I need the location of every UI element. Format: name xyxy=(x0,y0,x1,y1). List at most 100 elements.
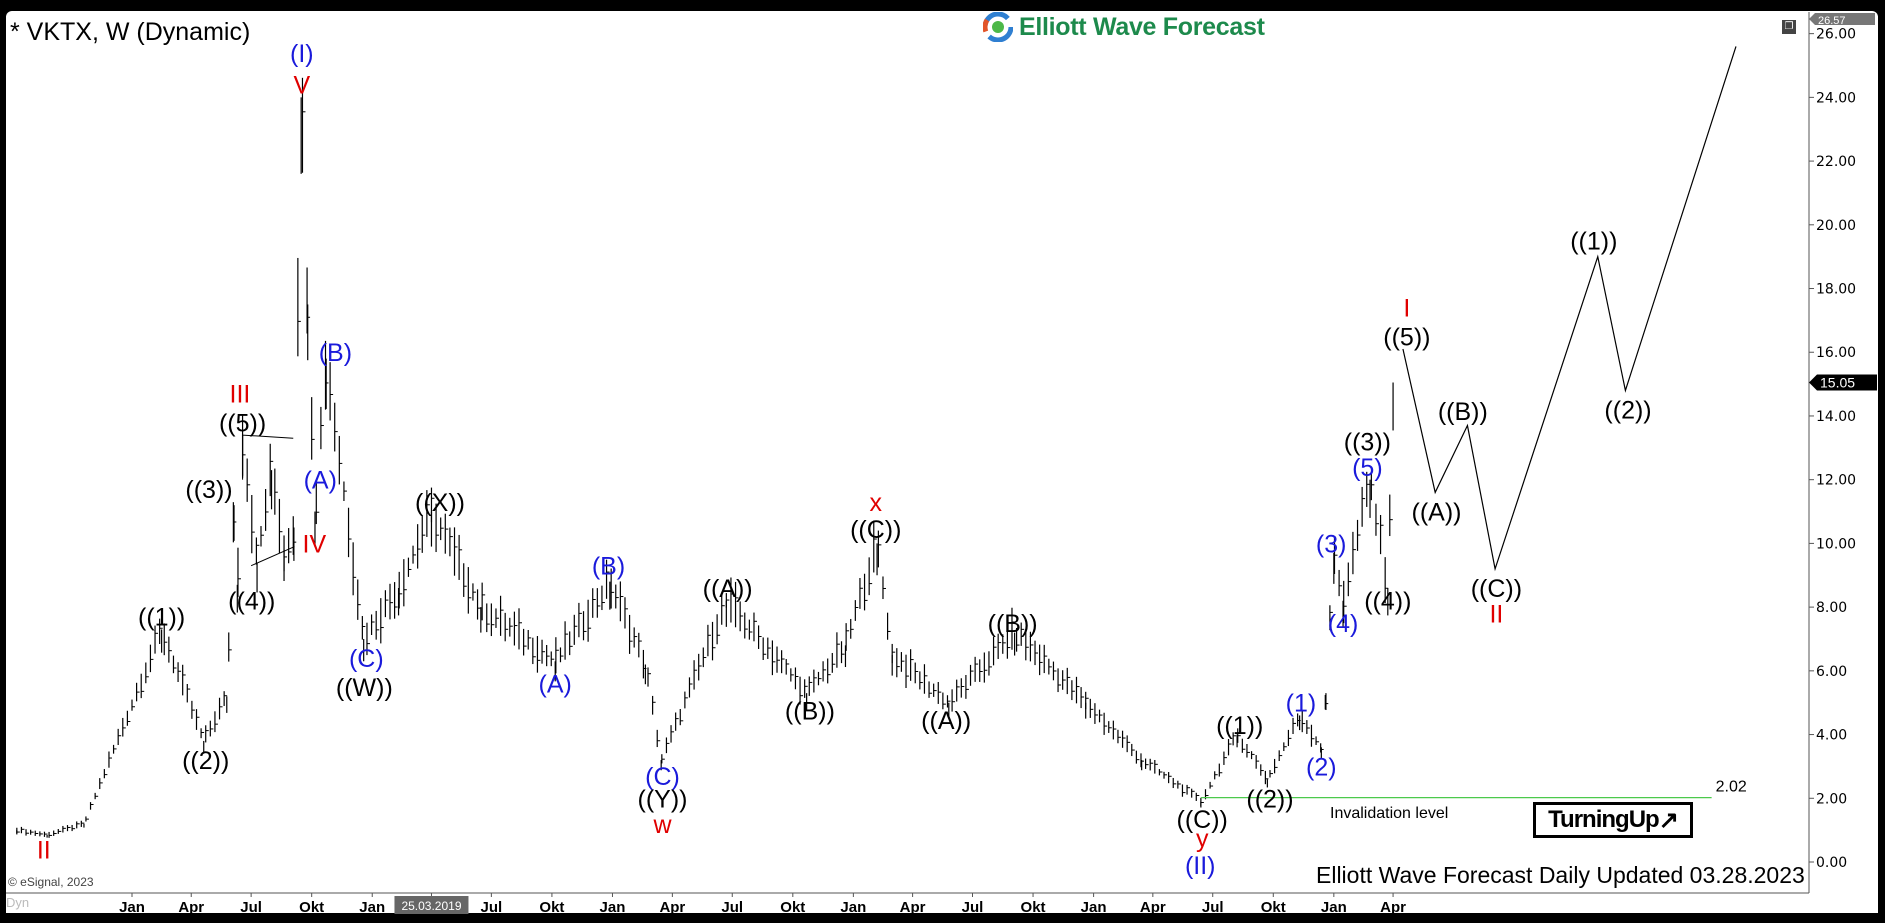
wave-label: ((A)) xyxy=(921,707,971,735)
wave-label: ((2)) xyxy=(1246,785,1293,813)
copyright-text: © eSignal, 2023 xyxy=(8,875,94,889)
wave-label: y xyxy=(1196,825,1209,853)
wave-label: ((B)) xyxy=(1438,398,1488,426)
x-tick-label: Okt xyxy=(539,899,564,916)
wave-label: ((4)) xyxy=(1364,588,1411,616)
wave-label: ((1)) xyxy=(138,604,185,632)
y-tick-label: 2.00 xyxy=(1816,791,1847,807)
wave-label: ((2)) xyxy=(182,747,229,775)
wave-label: ((5)) xyxy=(1383,323,1430,351)
wave-label: ((A)) xyxy=(1412,499,1462,527)
x-tick-label: Okt xyxy=(299,899,324,916)
restore-window-icon[interactable]: ❐ xyxy=(1782,20,1796,34)
logo-icon xyxy=(983,12,1013,42)
x-tick-label: Jan xyxy=(1081,899,1107,916)
y-tick-label: 14.00 xyxy=(1816,409,1856,425)
wave-label: (1) xyxy=(1286,690,1317,718)
wave-label: (A) xyxy=(539,671,572,699)
wave-label: IV xyxy=(303,530,327,558)
dyn-toggle[interactable]: Dyn xyxy=(6,895,30,910)
wave-label: ((C)) xyxy=(1177,806,1228,834)
y-tick-label: 4.00 xyxy=(1816,728,1847,744)
x-tick-label: Apr xyxy=(1140,899,1166,916)
wave-label: (II) xyxy=(1185,852,1216,880)
wave-label: ((3)) xyxy=(1344,428,1391,456)
x-tick-label: Okt xyxy=(780,899,805,916)
x-tick-label: Jul xyxy=(962,899,984,916)
wave-label: ((C)) xyxy=(850,516,901,544)
trendline xyxy=(242,434,294,439)
wave-label: II xyxy=(37,836,51,864)
crosshair-date-box xyxy=(394,896,469,914)
last-price-label: 15.05 xyxy=(1820,375,1855,391)
wave-label: ((B)) xyxy=(785,698,835,726)
y-tick-label: 12.00 xyxy=(1816,473,1856,489)
last-price-tag xyxy=(1809,374,1877,391)
x-tick-label: Apr xyxy=(1380,899,1406,916)
wave-label: ((1)) xyxy=(1570,228,1617,256)
x-tick-label: Jan xyxy=(840,899,866,916)
wave-label: ((B)) xyxy=(988,610,1038,638)
wave-label: (3) xyxy=(1316,530,1347,558)
invalidation-label: Invalidation level xyxy=(1330,805,1449,822)
logo-text: Elliott Wave Forecast xyxy=(1019,12,1265,41)
wave-label: V xyxy=(293,72,310,100)
x-tick-label: Jul xyxy=(1202,899,1224,916)
x-tick-label: Jul xyxy=(721,899,743,916)
chart-title: * VKTX, W (Dynamic) xyxy=(10,18,251,46)
y-tick-label: 16.00 xyxy=(1816,345,1856,361)
badge-text: TurningUp xyxy=(1548,806,1660,833)
x-tick-label: Okt xyxy=(1261,899,1286,916)
trendline xyxy=(250,546,295,567)
y-tick-label: 0.00 xyxy=(1816,855,1847,871)
x-tick-label: Jan xyxy=(119,899,145,916)
invalidation-value: 2.02 xyxy=(1716,779,1747,796)
x-tick-label: Apr xyxy=(178,899,204,916)
wave-label: III xyxy=(230,381,251,409)
wave-label: (B) xyxy=(592,553,625,581)
wave-label: ((Y)) xyxy=(638,785,688,813)
wave-label: ((C)) xyxy=(1471,575,1522,603)
wave-label: (5) xyxy=(1352,454,1383,482)
chart-window xyxy=(6,11,1878,913)
x-tick-label: Jul xyxy=(240,899,262,916)
wave-label: ((5)) xyxy=(219,409,266,437)
wave-label: (A) xyxy=(304,467,337,495)
x-tick-label: Jan xyxy=(359,899,385,916)
x-tick-label: Jan xyxy=(600,899,626,916)
y-tick-label: 10.00 xyxy=(1816,536,1856,552)
wave-label: II xyxy=(1489,600,1503,628)
projection-path xyxy=(1402,46,1737,572)
y-tick-label: 24.00 xyxy=(1816,90,1856,106)
wave-label: (I) xyxy=(290,40,314,68)
wave-label: ((W)) xyxy=(336,674,393,702)
y-tick-label: 18.00 xyxy=(1816,282,1856,298)
wave-label: ((A)) xyxy=(703,575,753,603)
x-tick-label: Apr xyxy=(900,899,926,916)
wave-label: (2) xyxy=(1306,753,1337,781)
wave-label: ((3)) xyxy=(185,476,232,504)
y-tick-label: 26.00 xyxy=(1816,27,1856,43)
x-tick-label: 25.03.2019 xyxy=(401,899,461,913)
wave-label: (C) xyxy=(645,763,680,791)
wave-label: ((4)) xyxy=(228,588,275,616)
logo: Elliott Wave Forecast xyxy=(983,12,1265,42)
high-price-tag xyxy=(1809,13,1875,25)
wave-label: I xyxy=(1403,295,1410,323)
wave-label: (4) xyxy=(1328,610,1359,638)
wave-label: ((1)) xyxy=(1216,712,1263,740)
y-tick-label: 8.00 xyxy=(1816,600,1847,616)
wave-label: w xyxy=(652,811,672,839)
x-tick-label: Jul xyxy=(481,899,503,916)
y-tick-label: 20.00 xyxy=(1816,218,1856,234)
y-tick-label: 22.00 xyxy=(1816,154,1856,170)
turning-up-badge: TurningUp ↗ xyxy=(1533,802,1693,838)
wave-label: (B) xyxy=(319,339,352,367)
y-tick-label: 6.00 xyxy=(1816,664,1847,680)
arrow-up-right-icon: ↗ xyxy=(1658,806,1679,834)
wave-label: ((2)) xyxy=(1604,397,1651,425)
x-tick-label: Apr xyxy=(659,899,685,916)
updated-text: Elliott Wave Forecast Daily Updated 03.2… xyxy=(1316,862,1805,888)
x-tick-label: Jan xyxy=(1321,899,1347,916)
